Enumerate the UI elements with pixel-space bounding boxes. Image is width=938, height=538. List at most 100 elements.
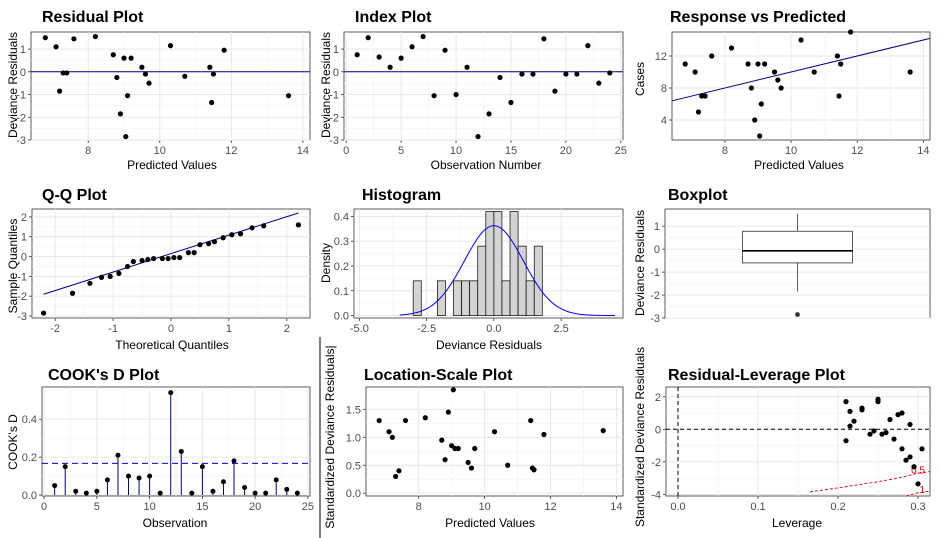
index-plot-x-tick-label: 20 xyxy=(560,145,572,157)
location-scale-point xyxy=(393,473,399,480)
qq-plot-point xyxy=(249,225,255,231)
response-plot-point xyxy=(811,69,817,75)
residual-leverage-x-tick-label: 0.0 xyxy=(670,501,685,513)
residual-plot-point xyxy=(128,55,134,61)
residual-plot-x-tick-label: 12 xyxy=(225,145,237,157)
residual-plot-point xyxy=(71,36,77,42)
response-plot-point xyxy=(757,133,763,139)
residual-leverage-cook-contour xyxy=(905,490,931,497)
residual-leverage-point xyxy=(875,396,881,402)
response-plot-point xyxy=(778,85,784,91)
cooks-plot-xlabel: Observation xyxy=(143,516,208,530)
index-plot-point xyxy=(585,43,591,49)
residual-plot-y-tick-label: 0 xyxy=(20,67,26,79)
index-plot-point xyxy=(552,88,558,94)
residual-plot-point xyxy=(182,73,188,79)
qq-plot-title: Q-Q Plot xyxy=(42,187,108,204)
residual-plot-point xyxy=(53,44,59,50)
residual-plot-title: Residual Plot xyxy=(42,9,144,26)
response-plot-title: Response vs Predicted xyxy=(670,9,846,26)
qq-plot-y-tick-label: -2 xyxy=(17,291,27,303)
location-scale-point xyxy=(455,445,461,452)
qq-plot-x-tick-label: 1 xyxy=(226,323,232,335)
histogram-title: Histogram xyxy=(362,187,441,204)
location-scale-point xyxy=(528,417,534,424)
residual-plot-point xyxy=(121,55,127,61)
qq-plot-reference-line xyxy=(43,212,299,295)
residual-leverage-point xyxy=(843,399,849,405)
residual-leverage-point xyxy=(847,423,853,429)
histogram-x-tick-label: -2.5 xyxy=(417,323,436,335)
residual-plot-point xyxy=(124,93,131,99)
response-plot-point xyxy=(702,93,708,99)
histogram-x-tick-label: 2.5 xyxy=(553,323,568,335)
cooks-plot-x-tick-label: 15 xyxy=(196,501,208,513)
index-plot-x-tick-label: 10 xyxy=(450,145,462,157)
histogram-bar xyxy=(412,280,422,316)
qq-plot-point xyxy=(177,254,183,261)
histogram-bar xyxy=(533,245,543,316)
cooks-plot-point xyxy=(126,473,132,479)
index-plot-point xyxy=(508,99,514,106)
cooks-plot-y-tick-label: 0.0 xyxy=(22,490,37,502)
index-plot-point xyxy=(453,91,459,98)
response-plot-point xyxy=(834,53,840,59)
panel-location-scale-plot: Location-Scale Plot Predicted Values Sta… xyxy=(319,337,535,538)
response-plot-y-tick-label: 4 xyxy=(661,115,667,127)
residual-plot-point xyxy=(123,133,129,140)
response-plot-y-tick-label: 12 xyxy=(655,51,667,63)
residual-leverage-point xyxy=(899,446,905,452)
histogram-x-tick-label: -5.0 xyxy=(350,323,369,335)
histogram-bar xyxy=(525,280,535,316)
histogram-y-tick-label: 0.3 xyxy=(334,236,349,248)
qq-plot-point xyxy=(116,270,122,277)
cooks-plot-x-tick-label: 20 xyxy=(249,501,261,513)
residual-plot-point xyxy=(42,35,48,41)
response-plot-fit-line xyxy=(671,37,931,102)
residual-plot-point xyxy=(285,93,292,99)
index-plot-point xyxy=(486,111,492,117)
residual-plot-point xyxy=(142,71,149,77)
boxplot-y-tick-label: 1 xyxy=(654,221,660,233)
index-plot-point xyxy=(475,133,481,140)
index-plot-point xyxy=(409,44,415,50)
qq-plot-point xyxy=(151,255,157,262)
location-scale-point xyxy=(491,429,498,435)
response-plot-ylabel: Cases xyxy=(633,62,647,96)
residual-plot-point xyxy=(207,64,213,70)
response-plot-point xyxy=(709,53,715,59)
residual-leverage-y-tick-label: -2 xyxy=(651,457,661,469)
location-scale-y-tick-label: 1.5 xyxy=(346,404,361,416)
response-plot-point xyxy=(907,69,913,75)
cooks-plot-x-tick-label: 5 xyxy=(94,501,100,513)
histogram-bar xyxy=(477,245,487,316)
cooks-plot-point xyxy=(231,458,237,464)
residual-leverage-point xyxy=(867,431,873,437)
location-scale-point xyxy=(450,387,456,393)
boxplot-y-tick-label: -1 xyxy=(650,267,660,279)
residual-leverage-xlabel: Leverage xyxy=(772,516,822,530)
residual-plot-point xyxy=(146,80,152,86)
location-scale-y-tick-label: 0.5 xyxy=(346,460,361,472)
cooks-plot-point xyxy=(252,490,258,496)
cooks-plot-point xyxy=(62,464,68,470)
residual-leverage-point xyxy=(883,429,889,436)
qq-plot-point xyxy=(197,242,203,248)
qq-plot-point xyxy=(295,222,302,228)
qq-plot-y-tick-label: -1 xyxy=(17,271,27,283)
residual-leverage-axes: 0.0 0.1 0.2 0.3 -4 -2 0 2 0.5 1 xyxy=(651,386,931,513)
response-plot-point xyxy=(762,61,768,67)
residual-leverage-cook-contour xyxy=(809,471,931,493)
residual-leverage-point xyxy=(847,408,853,415)
residual-plot-y-tick-label: 1 xyxy=(20,44,26,56)
response-plot-point xyxy=(728,45,735,51)
residual-leverage-point xyxy=(903,457,909,463)
qq-plot-point xyxy=(206,241,212,247)
residual-plot-point xyxy=(210,71,217,77)
residual-plot-point xyxy=(114,74,120,81)
index-plot-point xyxy=(497,74,503,81)
boxplot-y-tick-label: -3 xyxy=(650,313,660,325)
qq-plot-point xyxy=(211,239,218,245)
histogram-bar xyxy=(461,280,471,316)
panel-residual-leverage-plot: Residual-Leverage Plot Leverage Standard… xyxy=(633,347,846,530)
